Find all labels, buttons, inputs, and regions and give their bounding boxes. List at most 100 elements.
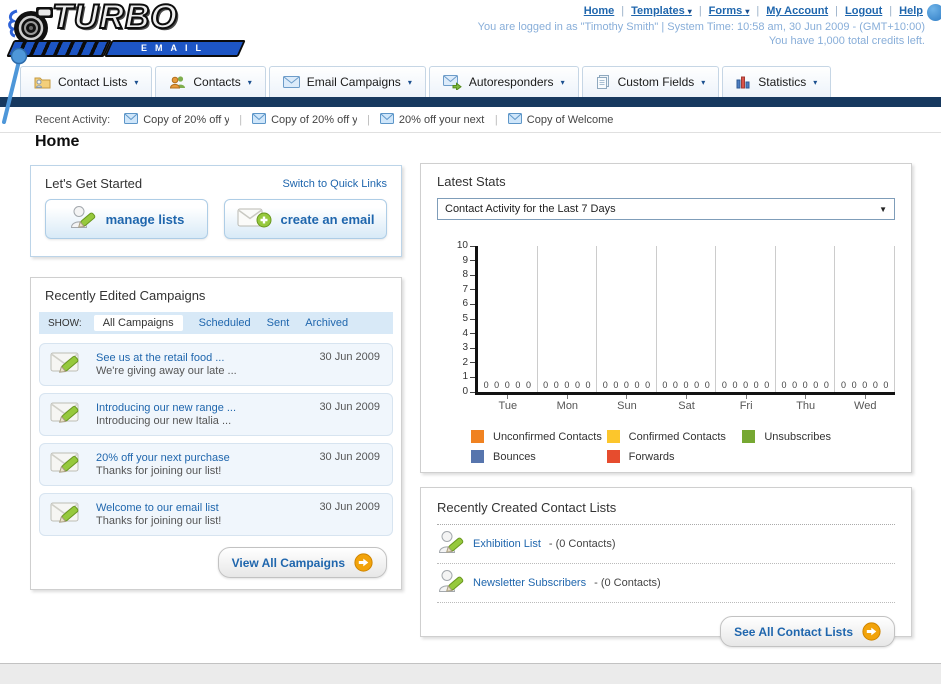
tick-mark [566,395,568,399]
campaigns-filter-bar: SHOW: All Campaigns Scheduled Sent Archived [39,312,393,334]
campaign-title-link[interactable]: Introducing our new range ... [96,402,237,414]
legend-item: Confirmed Contacts [606,430,743,443]
data-value: 0 [634,380,640,390]
y-axis-tick: 2 [462,357,475,368]
manage-lists-button[interactable]: manage lists [45,199,208,239]
recent-activity-item-label: Copy of 20% off yo [143,113,230,126]
tab-label: Contacts [193,75,241,89]
recent-activity-item[interactable]: Copy of Welcome to [507,112,613,127]
campaign-row[interactable]: 20% off your next purchase Thanks for joi… [39,443,393,486]
tab-label: Custom Fields [617,75,695,89]
get-started-header: Let's Get Started Switch to Quick Links [31,166,401,197]
stats-period-select[interactable]: Contact Activity for the Last 7 Days [437,198,895,220]
stats-period-value: Contact Activity for the Last 7 Days [445,203,616,215]
campaign-texts: Introducing our new range ... Introducing… [96,402,382,427]
create-email-icon [237,206,272,233]
data-value: 0 [504,380,510,390]
top-link-forms[interactable]: Forms ▾ [708,5,750,17]
tab-email-campaigns[interactable]: Email Campaigns ▾ [268,66,426,97]
top-link-logout[interactable]: Logout [845,5,883,17]
campaign-row[interactable]: Introducing our new range ... Introducing… [39,393,393,436]
campaign-subtitle: We're giving away our late ... [96,365,237,377]
top-link-help[interactable]: Help [899,5,923,17]
view-all-campaigns-button[interactable]: View All Campaigns [217,547,387,578]
legend-swatch [742,430,756,443]
tick-mark [626,395,628,399]
data-value: 0 [694,380,700,390]
y-axis-tick: 10 [457,241,475,251]
top-link-my-account[interactable]: My Account [766,5,829,17]
recent-activity-item[interactable]: 20% off your next p [379,112,485,127]
campaign-row[interactable]: Welcome to our email list Thanks for join… [39,493,393,536]
campaign-edit-icon [50,499,86,530]
tick-mark [470,318,475,320]
recent-activity-item-label: 20% off your next p [398,113,485,126]
campaign-date: 30 Jun 2009 [319,451,380,463]
chart-legend: Unconfirmed Contacts Confirmed Contacts Un… [471,430,895,463]
campaign-subtitle: Introducing our new Italia ... [96,415,232,427]
x-axis-label: Sun [617,400,637,412]
top-link-templates[interactable]: Templates ▾ [631,5,692,17]
latest-stats-title: Latest Stats [437,174,506,189]
recent-activity-item[interactable]: Copy of 20% off yo [124,112,230,127]
legend-label: Forwards [628,450,675,463]
data-value: 0 [574,380,580,390]
tab-custom-fields[interactable]: Custom Fields ▾ [581,66,720,97]
tab-contact-lists[interactable]: Contact Lists ▾ [20,66,153,97]
divider: | [889,5,893,17]
data-value: 0 [672,380,678,390]
campaign-date: 30 Jun 2009 [319,351,380,363]
top-link-home[interactable]: Home [583,5,615,17]
recent-activity-item[interactable]: Copy of 20% off yo [252,112,357,127]
see-all-contact-lists-button[interactable]: See All Contact Lists [720,616,895,647]
campaign-title-link[interactable]: See us at the retail food ... [96,352,225,364]
filter-archived[interactable]: Archived [305,317,349,329]
contact-list-link[interactable]: Newsletter Subscribers [473,577,587,589]
data-value: 0 [792,380,798,390]
y-tick-label: 1 [462,371,468,383]
logo-email-bar: EMAIL [104,40,246,57]
campaign-subtitle: Thanks for joining our list! [96,465,222,477]
filter-all-campaigns[interactable]: All Campaigns [93,315,183,331]
data-value: 0 [872,380,878,390]
tab-label: Contact Lists [58,75,128,89]
chevron-down-icon: ▾ [560,77,565,87]
tick-mark [470,333,475,335]
x-axis-cell: Sun [597,395,657,412]
y-tick-label: 7 [462,283,468,295]
x-axis-cell: Sat [657,395,717,412]
tab-label: Email Campaigns [306,75,401,89]
campaigns-panel: Recently Edited Campaigns SHOW: All Camp… [30,277,402,590]
list-edit-icon [69,204,97,234]
switch-quick-links-link[interactable]: Switch to Quick Links [282,177,387,190]
contact-list-row[interactable]: Exhibition List - (0 Contacts) [437,525,895,564]
campaign-title-link[interactable]: Welcome to our email list [96,502,219,514]
get-started-buttons: manage lists create an email [31,197,401,241]
filter-scheduled[interactable]: Scheduled [198,317,251,329]
tick-mark [470,245,475,247]
y-axis-tick: 7 [462,283,475,295]
filter-sent[interactable]: Sent [266,317,290,329]
contact-list-link[interactable]: Exhibition List [473,538,541,550]
contact-list-row[interactable]: Newsletter Subscribers - (0 Contacts) [437,564,895,603]
pin-decoration-icon [2,47,28,124]
navy-divider-bar [0,97,941,107]
tab-autoresponders[interactable]: Autoresponders ▾ [428,66,579,97]
tab-statistics[interactable]: Statistics ▾ [722,66,832,97]
tick-mark [470,274,475,276]
campaign-date: 30 Jun 2009 [319,501,380,513]
folder-contact-icon [34,75,51,89]
create-an-email-button[interactable]: create an email [224,199,387,239]
campaign-row[interactable]: See us at the retail food ... We're givin… [39,343,393,386]
y-axis-tick: 1 [462,372,475,382]
tab-contacts[interactable]: Contacts ▾ [155,66,266,97]
contact-count: - (0 Contacts) [594,577,661,589]
campaign-title-link[interactable]: 20% off your next purchase [96,452,230,464]
top-nav: Home | Templates ▾ | Forms ▾ | My Account | Logo… [584,5,923,17]
help-bubble-icon[interactable] [927,4,941,21]
contact-lists-footer: See All Contact Lists [437,616,895,647]
